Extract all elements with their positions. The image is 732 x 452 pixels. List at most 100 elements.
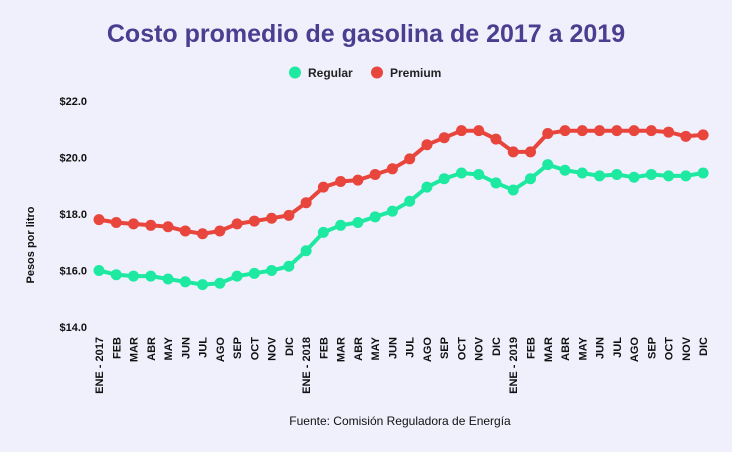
data-point-premium: [680, 130, 692, 142]
data-point-premium: [404, 153, 416, 165]
data-point-premium: [663, 126, 675, 138]
data-point-premium: [525, 146, 536, 158]
data-point-regular: [162, 273, 174, 285]
data-point-regular: [300, 245, 312, 257]
data-point-regular: [386, 205, 398, 217]
data-point-regular: [248, 267, 260, 279]
x-tick-label: MAY: [370, 336, 382, 360]
data-point-regular: [179, 276, 191, 288]
data-point-premium: [542, 127, 554, 139]
legend-label-regular: Regular: [308, 66, 353, 80]
x-tick-label: AGO: [215, 337, 227, 363]
x-tick-label: ENE - 2017: [94, 337, 106, 394]
x-tick-label: JUN: [180, 337, 192, 359]
data-point-premium: [645, 125, 657, 137]
x-tick-label: MAY: [163, 336, 175, 360]
data-point-premium: [179, 225, 191, 237]
data-point-premium: [231, 218, 243, 230]
data-point-regular: [421, 181, 433, 193]
data-point-premium: [438, 132, 450, 144]
x-tick-label: OCT: [249, 337, 261, 361]
data-point-premium: [697, 129, 709, 141]
data-point-regular: [594, 170, 606, 182]
series-layer: [93, 125, 709, 291]
data-point-regular: [283, 260, 295, 272]
data-point-premium: [421, 139, 433, 151]
y-tick-label: $20.0: [59, 153, 87, 165]
data-point-regular: [128, 270, 140, 282]
x-tick-label: JUL: [405, 337, 417, 358]
x-tick-label: OCT: [456, 337, 468, 361]
x-axis: ENE - 2017 FEB MAR ABR MAY JUN JUL AGO SEP OCT NOV…: [94, 336, 710, 394]
data-point-premium: [110, 216, 122, 228]
data-point-regular: [490, 177, 502, 189]
x-tick-label: AGO: [629, 337, 641, 363]
y-tick-label: $22.0: [59, 96, 87, 108]
x-tick-label: JUL: [198, 337, 210, 358]
x-tick-label: ABR: [353, 337, 365, 361]
data-point-premium: [335, 176, 347, 188]
data-point-regular: [93, 265, 105, 276]
x-tick-label: FEB: [318, 337, 330, 359]
x-tick-label: SEP: [439, 337, 451, 359]
data-point-regular: [611, 168, 623, 180]
data-point-premium: [128, 218, 140, 230]
series-line-regular: [98, 162, 704, 287]
data-point-premium: [576, 125, 588, 137]
y-axis-title: Pesos por litro: [25, 206, 37, 283]
data-point-premium: [386, 163, 398, 175]
data-point-regular: [473, 168, 485, 180]
x-tick-label: DIC: [698, 337, 710, 356]
y-axis: $14.0 $16.0 $18.0 $20.0 $22.0: [59, 96, 87, 334]
x-tick-label: MAY: [577, 336, 589, 360]
x-tick-label: DIC: [491, 337, 503, 356]
legend-marker-regular: [289, 66, 301, 79]
x-tick-label: NOV: [474, 336, 486, 361]
data-point-regular: [369, 211, 381, 223]
x-tick-label: NOV: [681, 336, 693, 361]
data-point-premium: [473, 125, 485, 137]
legend: Regular Premium: [289, 66, 441, 80]
data-point-regular: [507, 184, 519, 196]
data-point-regular: [110, 269, 122, 281]
data-point-premium: [214, 225, 226, 237]
data-point-premium: [455, 125, 467, 137]
x-tick-label: MAR: [129, 337, 141, 362]
data-point-regular: [559, 164, 571, 176]
x-tick-label: ENE - 2018: [301, 337, 313, 394]
x-tick-label: OCT: [664, 337, 676, 361]
x-tick-label: ENE - 2019: [508, 337, 520, 394]
data-point-regular: [697, 167, 709, 179]
data-point-regular: [645, 168, 657, 180]
data-point-regular: [317, 226, 329, 238]
data-point-premium: [197, 228, 209, 240]
x-tick-label: MAR: [336, 337, 348, 362]
series-line-premium: [98, 128, 704, 236]
data-point-regular: [214, 277, 226, 289]
data-point-premium: [507, 146, 519, 158]
data-point-regular: [680, 170, 692, 182]
data-point-premium: [369, 168, 381, 180]
data-point-regular: [576, 167, 588, 179]
legend-label-premium: Premium: [390, 66, 441, 80]
x-tick-label: MAR: [543, 337, 555, 362]
x-tick-label: ABR: [560, 337, 572, 361]
data-point-regular: [455, 167, 467, 179]
y-tick-label: $14.0: [59, 322, 87, 334]
x-tick-label: DIC: [284, 337, 296, 356]
data-point-premium: [559, 125, 571, 137]
data-point-premium: [317, 181, 329, 193]
data-point-regular: [266, 265, 278, 276]
data-point-premium: [283, 209, 295, 221]
data-point-regular: [335, 219, 347, 231]
data-point-regular: [352, 216, 364, 228]
data-point-premium: [628, 125, 640, 137]
data-point-premium: [162, 221, 174, 233]
data-point-regular: [231, 270, 243, 282]
data-point-premium: [266, 212, 278, 224]
x-tick-label: NOV: [267, 336, 279, 361]
data-point-premium: [594, 125, 606, 137]
data-point-premium: [145, 219, 157, 231]
x-tick-label: SEP: [646, 337, 658, 359]
